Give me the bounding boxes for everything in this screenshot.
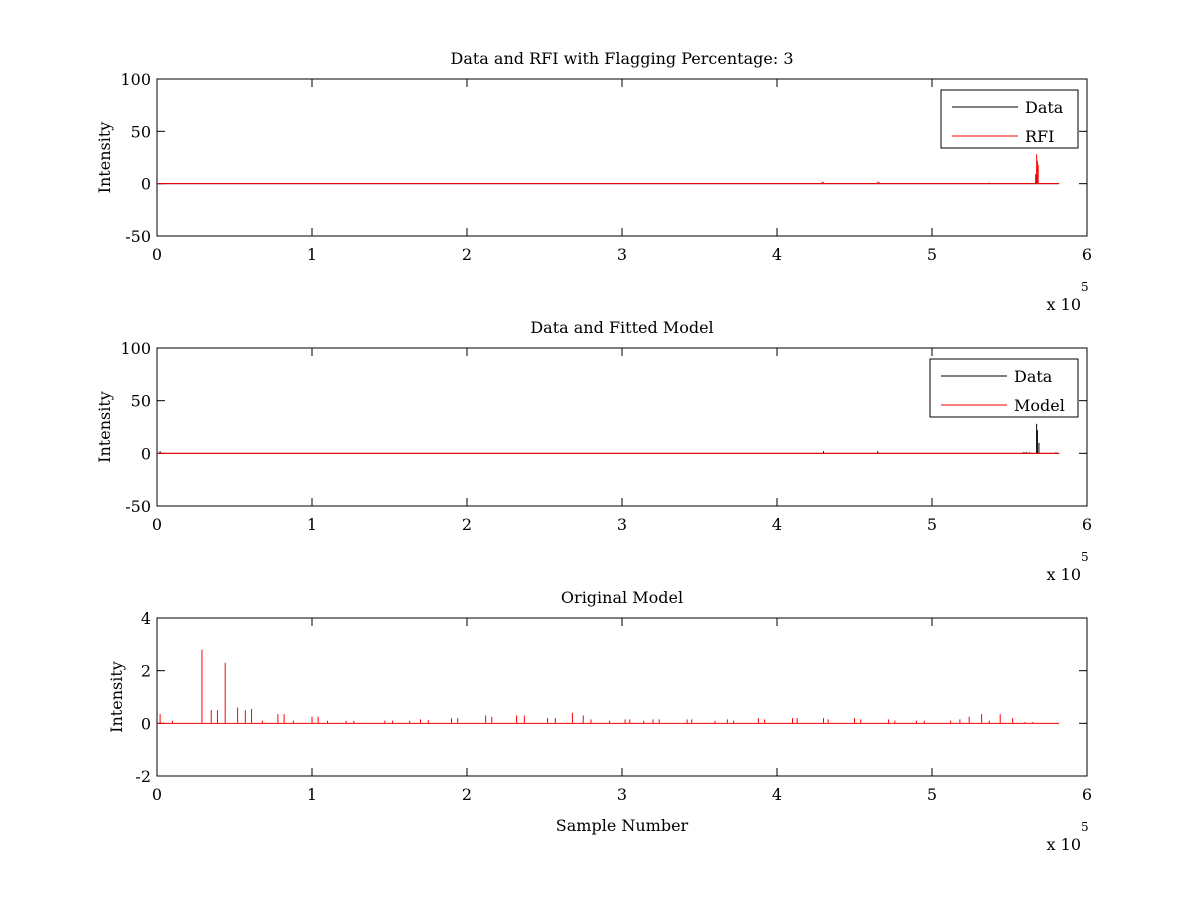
x-multiplier-exponent: 5 — [1081, 820, 1089, 834]
x-multiplier-exponent: 5 — [1081, 280, 1089, 294]
plot-area — [157, 423, 1060, 454]
x-tick-label: 1 — [307, 785, 317, 804]
y-tick-label: 100 — [120, 70, 151, 89]
x-multiplier-base: x 10 — [1047, 565, 1081, 584]
y-tick-label: -50 — [125, 497, 151, 516]
legend-label: Model — [1014, 396, 1065, 415]
y-tick-label: -2 — [135, 767, 151, 786]
panel-title: Original Model — [561, 588, 683, 607]
x-tick-label: 5 — [927, 515, 937, 534]
x-tick-label: 6 — [1082, 785, 1092, 804]
y-axis-label: Intensity — [95, 391, 114, 463]
y-axis-label: Intensity — [107, 661, 126, 733]
panel-original-model: Original Model Intensity Sample Number x… — [107, 588, 1092, 854]
panel-data-and-rfi: Data and RFI with Flagging Percentage: 3… — [95, 49, 1092, 314]
x-tick-label: 6 — [1082, 515, 1092, 534]
plot-area — [157, 154, 1060, 185]
x-tick-label: 0 — [152, 515, 162, 534]
legend-box — [929, 358, 1079, 418]
x-tick-label: 1 — [307, 515, 317, 534]
y-tick-label: 2 — [141, 662, 151, 681]
x-tick-label: 2 — [462, 245, 472, 264]
y-axis-label: Intensity — [95, 122, 114, 194]
x-tick-label: 4 — [772, 785, 782, 804]
plot-area — [157, 649, 1060, 724]
legend-label: RFI — [1025, 127, 1054, 146]
x-tick-label: 4 — [772, 245, 782, 264]
x-tick-label: 3 — [617, 515, 627, 534]
x-tick-label: 1 — [307, 245, 317, 264]
legend: Data RFI — [940, 89, 1079, 149]
x-tick-label: 3 — [617, 245, 627, 264]
axes-box — [156, 617, 1088, 777]
x-multiplier-base: x 10 — [1047, 835, 1081, 854]
y-tick-label: 0 — [141, 444, 151, 463]
x-tick-label: 0 — [152, 785, 162, 804]
legend-box — [940, 89, 1079, 149]
y-tick-label: 100 — [120, 339, 151, 358]
x-tick-label: 0 — [152, 245, 162, 264]
x-multiplier-exponent: 5 — [1081, 550, 1089, 564]
legend-label: Data — [1014, 367, 1053, 386]
panel-data-and-fitted-model: Data and Fitted Model Intensity x 10 5 0… — [95, 318, 1092, 584]
x-tick-label: 4 — [772, 515, 782, 534]
y-tick-label: 0 — [141, 714, 151, 733]
legend: Data Model — [929, 358, 1079, 418]
y-tick-label: 4 — [141, 609, 151, 628]
y-tick-label: -50 — [125, 227, 151, 246]
legend-label: Data — [1025, 98, 1064, 117]
x-tick-label: 2 — [462, 515, 472, 534]
x-tick-label: 6 — [1082, 245, 1092, 264]
y-tick-label: 50 — [131, 392, 151, 411]
y-tick-label: 50 — [131, 122, 151, 141]
x-tick-label: 3 — [617, 785, 627, 804]
x-multiplier-base: x 10 — [1047, 295, 1081, 314]
panel-title: Data and RFI with Flagging Percentage: 3 — [450, 49, 793, 68]
x-tick-label: 5 — [927, 785, 937, 804]
x-tick-label: 5 — [927, 245, 937, 264]
y-tick-label: 0 — [141, 175, 151, 194]
x-tick-label: 2 — [462, 785, 472, 804]
x-axis-label: Sample Number — [556, 816, 689, 835]
panel-title: Data and Fitted Model — [530, 318, 713, 337]
